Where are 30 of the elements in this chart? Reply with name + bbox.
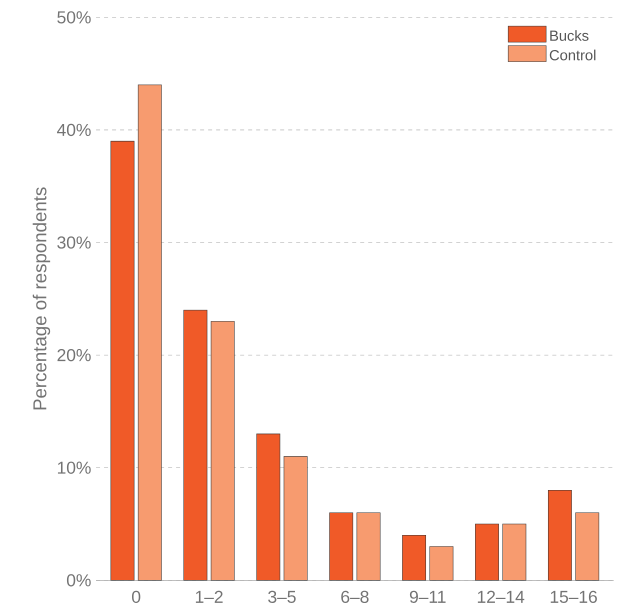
- bar: [138, 84, 162, 580]
- legend-label: Control: [550, 49, 596, 60]
- bar: [356, 512, 380, 580]
- x-tick-label: 6–8: [341, 590, 369, 603]
- bar: [110, 140, 134, 580]
- legend-label: Bucks: [550, 30, 588, 41]
- bar: [284, 456, 308, 580]
- bar: [548, 490, 572, 580]
- x-tick-label: 0: [132, 590, 140, 603]
- x-tick-label: 3–5: [268, 590, 296, 603]
- bar: [575, 512, 600, 580]
- bar: [256, 433, 280, 580]
- bar: [329, 512, 354, 580]
- x-tick-label: 12–14: [478, 590, 524, 603]
- bar: [210, 320, 235, 580]
- y-tick-label: 30%: [57, 236, 91, 248]
- x-tick-label: 1–2: [196, 590, 223, 603]
- y-axis-title: Percentage of respondents: [32, 187, 50, 410]
- y-tick-label: 20%: [58, 348, 91, 362]
- bar: [183, 310, 208, 580]
- bar: [402, 534, 426, 580]
- y-tick-label: 0%: [66, 574, 91, 586]
- y-tick-label: 10%: [58, 461, 91, 474]
- bar: [475, 524, 499, 580]
- y-tick-label: 40%: [57, 124, 91, 136]
- x-tick-label: 9–11: [410, 590, 446, 603]
- x-tick-label: 15–16: [550, 590, 597, 603]
- bar: [502, 524, 526, 580]
- y-tick-label: 50%: [57, 10, 91, 24]
- bar: [429, 546, 454, 580]
